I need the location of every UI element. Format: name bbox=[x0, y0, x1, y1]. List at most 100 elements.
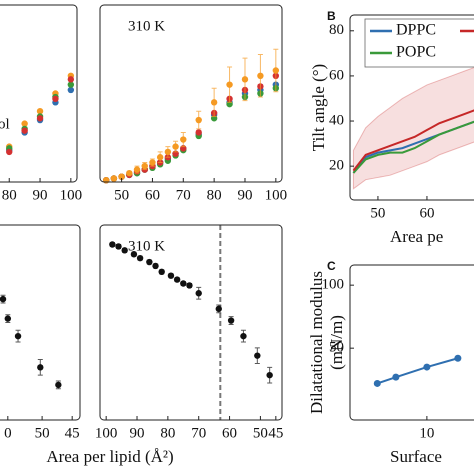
x-tick-label: 70 bbox=[191, 425, 206, 441]
x-axis-label: Area per lipid (Å²) bbox=[46, 447, 173, 466]
point bbox=[67, 76, 75, 83]
legend-box bbox=[364, 18, 474, 68]
x-tick-label: 50 bbox=[370, 205, 385, 221]
panel: 80 90 100 ol bbox=[0, 4, 82, 203]
point bbox=[195, 116, 202, 124]
x-tick-label: 50 bbox=[253, 425, 268, 441]
point bbox=[172, 143, 179, 150]
point bbox=[130, 251, 138, 258]
point bbox=[149, 159, 156, 166]
legend-label: DPPC bbox=[396, 22, 436, 39]
x-tick-label: 60 bbox=[145, 187, 160, 203]
panel: 50 60 70 80 90 100 310 K bbox=[99, 4, 288, 203]
y-axis-label: Dilatational modulus bbox=[307, 271, 326, 414]
point bbox=[423, 363, 431, 371]
point bbox=[118, 173, 125, 180]
x-tick-label: 90 bbox=[237, 187, 252, 203]
x-tick-label: 90 bbox=[33, 187, 48, 203]
point bbox=[156, 154, 164, 161]
point bbox=[52, 95, 59, 103]
legend: DPPC POPC bbox=[364, 18, 474, 68]
x-tick-label: 100 bbox=[265, 187, 288, 203]
panel-label: C bbox=[327, 259, 336, 273]
point bbox=[167, 272, 175, 279]
point bbox=[133, 166, 141, 173]
x-tick-label: 0 bbox=[4, 425, 12, 441]
series-line bbox=[352, 120, 474, 174]
x-tick-label: 80 bbox=[2, 187, 17, 203]
point bbox=[186, 282, 193, 289]
x-tick-label: 60 bbox=[222, 425, 237, 441]
point bbox=[126, 169, 133, 177]
x-tick-label: 70 bbox=[176, 187, 191, 203]
axis-frame bbox=[0, 224, 81, 421]
x-tick-label: 80 bbox=[207, 187, 222, 203]
point bbox=[158, 268, 165, 275]
y-tick-label: 20 bbox=[329, 158, 344, 174]
point bbox=[240, 332, 247, 340]
point bbox=[14, 332, 22, 340]
point bbox=[266, 371, 273, 379]
point bbox=[152, 262, 159, 270]
series-line bbox=[352, 109, 474, 172]
point bbox=[373, 379, 381, 387]
annotation: 310 K bbox=[128, 238, 165, 254]
y-tick-label: 60 bbox=[329, 67, 344, 83]
panel: 0 50 45 bbox=[0, 224, 81, 441]
point bbox=[121, 247, 128, 254]
point bbox=[392, 373, 400, 381]
point bbox=[0, 295, 7, 303]
panel-label: B bbox=[327, 9, 336, 23]
point bbox=[195, 290, 202, 297]
point bbox=[37, 364, 44, 371]
confidence-band bbox=[352, 67, 474, 190]
x-axis-label: Area pe bbox=[390, 227, 443, 246]
point bbox=[195, 129, 202, 136]
y-tick-label: 80 bbox=[329, 22, 344, 38]
point bbox=[215, 305, 222, 313]
x-tick-label: 10 bbox=[419, 425, 434, 441]
panel: 50 60 20 40 60 80B Area pe Tilt angle (°) DPPC PO… bbox=[309, 9, 474, 246]
x-tick-label: 50 bbox=[114, 187, 129, 203]
point bbox=[227, 317, 235, 324]
point bbox=[55, 381, 62, 389]
y-tick-label: 100 bbox=[322, 277, 345, 293]
point bbox=[110, 175, 118, 182]
x-tick-label: 45 bbox=[65, 425, 80, 441]
x-axis-label: Surface bbox=[390, 447, 442, 466]
y-axis-label: (mN/m) bbox=[327, 315, 346, 370]
x-tick-label: 80 bbox=[160, 425, 175, 441]
x-tick-label: 50 bbox=[35, 425, 50, 441]
axis-frame bbox=[99, 224, 283, 421]
x-tick-label: 60 bbox=[419, 205, 434, 221]
y-tick-label: 50 bbox=[329, 340, 344, 356]
point bbox=[6, 148, 13, 156]
y-axis-label: Tilt angle (°) bbox=[309, 64, 328, 151]
x-tick-label: 100 bbox=[95, 425, 118, 441]
annotation: 310 K bbox=[128, 18, 165, 34]
axis-frame bbox=[349, 14, 474, 201]
point bbox=[21, 120, 28, 127]
axis-frame bbox=[0, 4, 78, 183]
x-tick-label: 45 bbox=[268, 425, 283, 441]
point bbox=[254, 352, 261, 359]
point bbox=[21, 127, 28, 134]
point bbox=[257, 72, 264, 80]
x-tick-label: 90 bbox=[130, 425, 145, 441]
point bbox=[173, 276, 181, 283]
point bbox=[210, 99, 218, 106]
annotation: ol bbox=[0, 116, 10, 132]
point bbox=[36, 108, 44, 115]
point bbox=[4, 315, 12, 322]
point bbox=[180, 136, 187, 143]
series-line bbox=[376, 357, 459, 385]
point bbox=[146, 258, 153, 266]
point bbox=[226, 81, 233, 88]
legend-label: POPC bbox=[396, 44, 436, 61]
axis-frame bbox=[99, 4, 283, 183]
point bbox=[454, 354, 462, 362]
point bbox=[141, 162, 148, 170]
point bbox=[241, 76, 249, 83]
point bbox=[136, 254, 144, 262]
